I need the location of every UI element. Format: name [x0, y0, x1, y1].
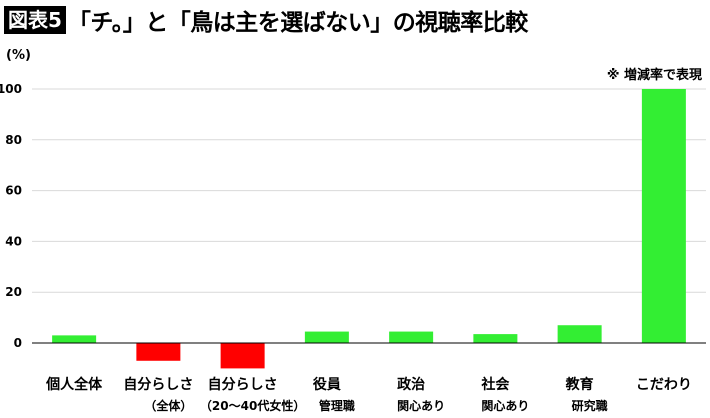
x-category-label: こだわり [636, 377, 692, 393]
x-category-sublabel: 研究職 [572, 398, 608, 413]
x-category-sublabel: （全体） [144, 398, 192, 413]
y-tick-label: 100 [0, 82, 22, 96]
y-tick-labels: 0 20 40 60 80 100 [0, 82, 22, 350]
chart-title: 「チ。」と「鳥は主を選ばない」の視聴率比較 [67, 10, 528, 36]
x-category-sublabel: 管理職 [319, 398, 355, 413]
bar-4 [389, 331, 434, 343]
y-tick-label: 40 [5, 234, 22, 248]
y-tick-label: 80 [5, 133, 22, 147]
y-tick-label: 60 [5, 184, 22, 198]
bar-5 [473, 334, 518, 343]
grid-lines [32, 88, 706, 293]
x-category-label: 社会 [480, 376, 510, 393]
chart-note: ※ 増減率で表現 [606, 68, 702, 83]
bar-2 [220, 343, 265, 369]
x-category-label: 自分らしさ [208, 376, 278, 393]
x-category-label: 政治 [397, 376, 425, 393]
x-category-sublabel: 関心あり [481, 399, 529, 413]
bar-3 [304, 331, 349, 343]
x-category-label: 教育 [566, 376, 594, 393]
x-category-label: 役員 [313, 376, 341, 393]
y-axis-unit: (%) [6, 48, 31, 63]
y-tick-label: 0 [14, 336, 22, 350]
x-category-sublabel: （20〜40代女性） [200, 398, 305, 413]
figure-label: 図表5 [4, 6, 66, 34]
y-tick-label: 20 [5, 285, 22, 299]
bar-6 [557, 325, 602, 343]
bar-0 [52, 335, 97, 343]
chart-header: 図表5 「チ。」と「鳥は主を選ばない」の視聴率比較 [4, 4, 528, 36]
bar-1 [136, 343, 181, 361]
x-category-label: 個人全体 [45, 376, 103, 393]
x-category-label: 自分らしさ [123, 376, 193, 393]
bar-7 [641, 89, 686, 343]
x-category-sublabel: 関心あり [397, 399, 445, 413]
bars [52, 89, 686, 369]
